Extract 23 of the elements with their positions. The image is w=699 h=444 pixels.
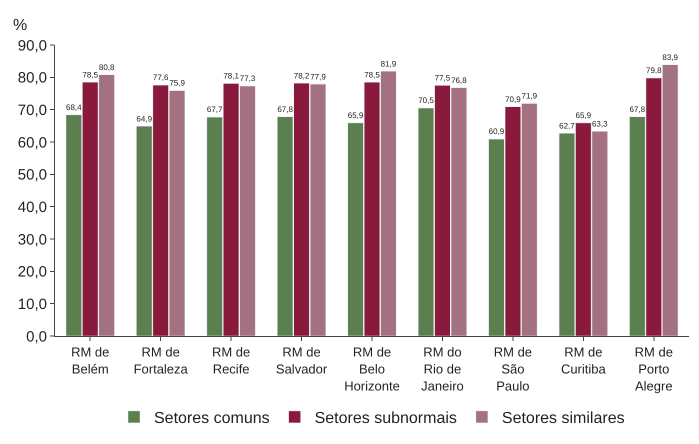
x-tick-label: RM de Belém	[71, 344, 110, 376]
y-tick-label: 90,0	[18, 37, 47, 54]
legend-label: Setores similares	[502, 410, 625, 428]
x-tick-label: RM de Porto Alegre	[634, 344, 673, 394]
y-tick-label: 20,0	[18, 264, 47, 281]
y-tick-label: 50,0	[18, 166, 47, 184]
x-tick-label: RM de Salvador	[276, 344, 328, 376]
x-tick-label: RM de Belo Horizonte	[344, 344, 400, 394]
y-tick-label: 40,0	[18, 198, 47, 216]
y-tick-label: 10,0	[18, 296, 47, 313]
y-tick-label: 60,0	[18, 134, 47, 152]
y-tick-label: 0,0	[26, 328, 47, 346]
y-axis-title: %	[13, 17, 28, 34]
y-tick-label: 70,0	[18, 102, 47, 119]
x-tick-label: RM do Rio de Janeiro	[421, 344, 464, 394]
y-tick-label: 80,0	[18, 70, 47, 87]
x-tick-label: RM de São Paulo	[494, 344, 532, 394]
legend-label: Setores comuns	[154, 410, 270, 428]
x-tick-label: RM de Curitiba	[560, 344, 606, 376]
y-tick-label: 30,0	[18, 231, 47, 248]
x-tick-label: RM de Fortaleza	[134, 344, 189, 376]
legend-label: Setores subnormais	[314, 410, 457, 428]
x-tick-label: RM de Recife	[212, 344, 250, 376]
